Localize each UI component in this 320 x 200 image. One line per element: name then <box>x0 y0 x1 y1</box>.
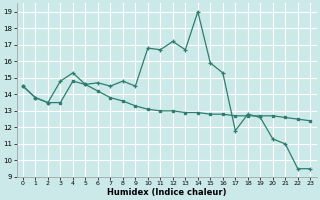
X-axis label: Humidex (Indice chaleur): Humidex (Indice chaleur) <box>107 188 226 197</box>
